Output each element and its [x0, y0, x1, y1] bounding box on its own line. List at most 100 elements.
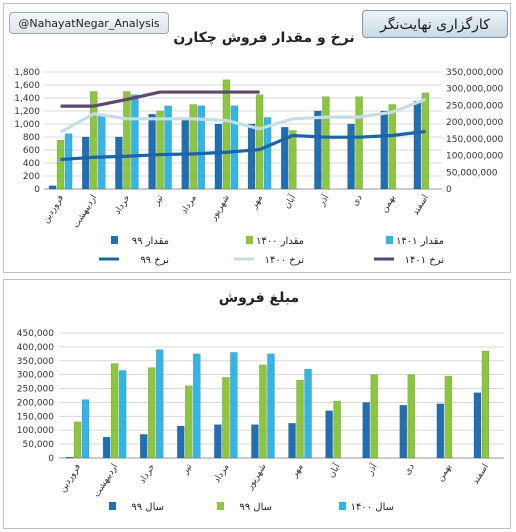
x-tick-label: دی — [350, 193, 364, 208]
y-left-tick-label: 1,600 — [14, 81, 40, 91]
y-right-tick-label: 250,000,000 — [446, 101, 504, 111]
bar-0-9 — [399, 404, 408, 459]
bar-0-6 — [247, 123, 256, 190]
legend-label-2: مقدار ۱۴۰۱ — [396, 236, 444, 247]
bar-0-2 — [139, 434, 148, 459]
x-tick-label: اردیبهشت — [92, 462, 120, 499]
x-tick-label: اسفند — [471, 462, 491, 486]
y-right-tick-label: 300,000,000 — [446, 85, 504, 95]
bar-2-3 — [193, 353, 201, 459]
bar-2-0 — [64, 133, 73, 190]
rate-line-2 — [60, 90, 260, 108]
bar-0-11 — [473, 392, 482, 459]
bar-1-7 — [289, 130, 297, 190]
bar-2-2 — [155, 349, 164, 459]
sales-amount-chart-panel: مبلغ فروش 0 50,000 100,000 150,000 200,000 250… — [3, 279, 511, 529]
rate-line-0 — [60, 129, 426, 162]
y-left-tick-label: 1,200 — [14, 107, 40, 117]
brokerage-title: کارگزاری نهایت‌نگر — [362, 10, 508, 38]
x-tick-label: تیر — [180, 462, 195, 477]
y-tick-label: 200,000 — [17, 398, 54, 408]
y-tick-label: 250,000 — [17, 385, 54, 395]
bar-0-0 — [48, 185, 57, 190]
bar-1-8 — [322, 96, 330, 190]
bar-2-1 — [98, 114, 106, 190]
legend-label-2: سال ۱۴۰۰ — [351, 502, 394, 513]
legend-swatch-2 — [339, 502, 346, 510]
bar-2-4 — [197, 105, 205, 190]
legend-label-1: مقدار ۱۴۰۰ — [256, 236, 304, 247]
bar-0-9 — [347, 123, 355, 190]
legend-swatch-1 — [217, 502, 224, 510]
y-left-tick-label: 1,000 — [14, 120, 40, 130]
bar-1-2 — [123, 91, 131, 190]
y-right-tick-label: 350,000,000 — [446, 68, 504, 78]
bar-1-3 — [185, 385, 193, 459]
x-tick-label: آبان — [325, 461, 343, 480]
bar-1-5 — [222, 79, 231, 190]
y-tick-label: 150,000 — [17, 412, 54, 422]
x-tick-label: مهر — [249, 193, 265, 211]
bar-0-4 — [214, 424, 222, 459]
x-tick-label: خرداد — [113, 193, 133, 216]
y-left-tick-label: 400 — [23, 159, 40, 169]
bar-0-11 — [413, 101, 422, 190]
bar-1-11 — [481, 350, 490, 459]
bar-0-10 — [436, 403, 445, 459]
bar-0-6 — [288, 423, 296, 459]
x-tick-label: شهریور — [208, 193, 232, 223]
bar-1-9 — [407, 374, 416, 459]
bar-2-4 — [230, 352, 238, 459]
y-tick-label: 350,000 — [17, 357, 54, 367]
bar-1-8 — [370, 374, 378, 459]
legend-label-0: مقدار ۹۹ — [132, 236, 169, 247]
bar-2-5 — [230, 105, 239, 190]
bar-1-4 — [222, 377, 230, 459]
y-left-tick-label: 1,800 — [14, 68, 40, 78]
bar-1-2 — [147, 367, 156, 459]
y-left-tick-label: 1,400 — [14, 94, 40, 104]
bar-0-0 — [65, 456, 74, 459]
bar-0-5 — [214, 123, 223, 190]
x-tick-label: فروردین — [58, 462, 83, 494]
legend-label-4: نرخ ۱۴۰۰ — [265, 255, 304, 266]
x-tick-label: تیر — [151, 193, 166, 208]
chart-title: نرخ و مقدار فروش چکارن — [173, 30, 354, 46]
legend-label-0: سال ۹۹ — [131, 502, 164, 513]
legend-label-3: نرخ ۹۹ — [140, 255, 169, 266]
x-tick-label: اسفند — [411, 193, 431, 217]
bar-1-10 — [444, 375, 453, 459]
rate-volume-chart-panel: @NahayatNegar_Analysis کارگزاری نهایت‌نگ… — [3, 3, 511, 273]
y-tick-label: 300,000 — [17, 371, 54, 381]
bar-0-3 — [148, 114, 156, 190]
x-tick-label: خرداد — [138, 462, 158, 485]
legend-swatch-0 — [111, 236, 118, 244]
x-tick-label: آذر — [315, 192, 332, 209]
bar-1-4 — [189, 104, 197, 190]
rate-volume-chart: نرخ و مقدار فروش چکارن 0 200 400 600 800 1,000… — [14, 30, 504, 266]
x-tick-label: مرداد — [212, 462, 231, 485]
bar-2-5 — [267, 353, 275, 459]
legend-swatch-1 — [246, 236, 253, 244]
bar-0-10 — [380, 110, 388, 190]
bar-2-2 — [131, 94, 139, 190]
y-right-tick-label: 50,000,000 — [446, 168, 498, 178]
bar-1-7 — [333, 400, 341, 459]
legend-label-5: نرخ ۱۴۰۱ — [405, 255, 444, 266]
y-left-tick-label: 600 — [23, 146, 40, 156]
bar-2-3 — [164, 105, 172, 190]
bar-0-5 — [251, 424, 259, 459]
bar-1-6 — [255, 94, 264, 190]
y-tick-label: 400,000 — [17, 343, 54, 353]
x-tick-label: دی — [402, 462, 416, 477]
bar-1-0 — [73, 421, 82, 459]
legend-label-1: سال ۹۹ — [239, 502, 272, 513]
bar-2-0 — [81, 399, 90, 459]
legend-swatch-0 — [109, 502, 116, 510]
y-right-tick-label: 0 — [446, 185, 452, 195]
bar-1-6 — [296, 379, 304, 459]
bar-0-1 — [82, 136, 90, 190]
bar-1-5 — [259, 364, 267, 459]
bar-2-1 — [118, 370, 127, 459]
x-tick-label: بهمن — [379, 193, 397, 214]
